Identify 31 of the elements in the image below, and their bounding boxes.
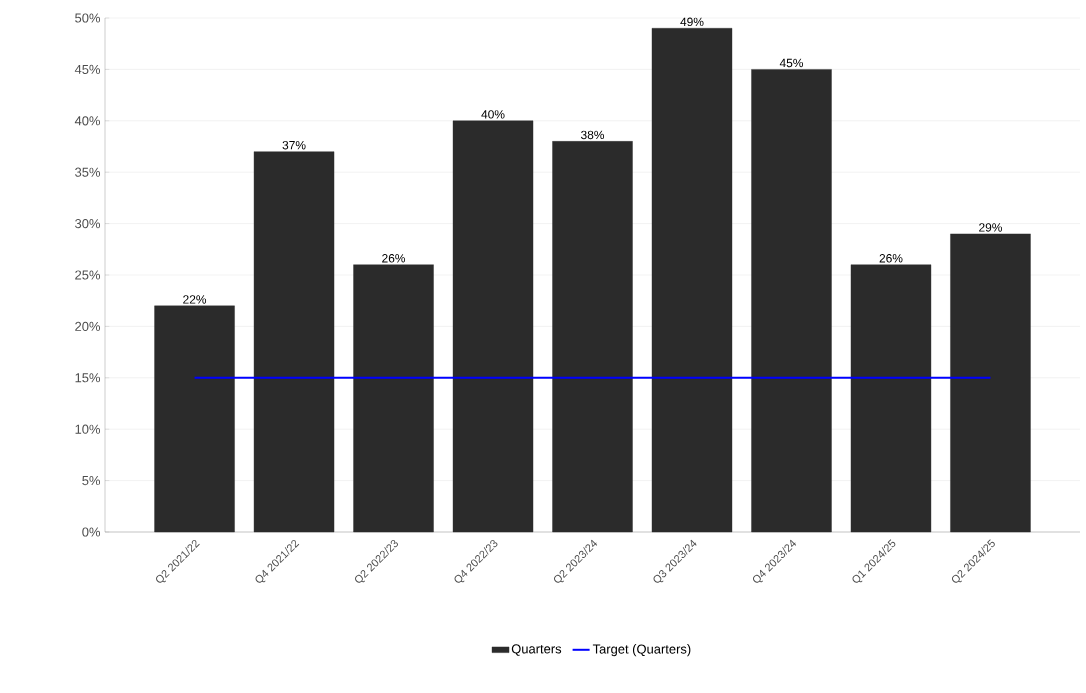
data-label: 38% — [580, 130, 605, 140]
y-tick-label: 45% — [74, 64, 101, 74]
data-label: 22% — [183, 295, 207, 304]
data-label: 26% — [879, 254, 903, 263]
y-tick-label: 50% — [75, 13, 101, 23]
bar — [850, 264, 932, 533]
y-tick-label: 20% — [75, 321, 101, 331]
legend-label: Quarters — [511, 644, 562, 656]
bar — [950, 233, 1031, 533]
y-tick-label: 10% — [75, 424, 101, 434]
bar — [353, 264, 434, 533]
data-label: 37% — [282, 140, 306, 150]
data-label: 29% — [979, 223, 1002, 232]
bar — [552, 141, 633, 533]
y-tick-label: 25% — [75, 270, 101, 280]
y-tick-label: 40% — [74, 116, 101, 126]
y-tick-label: 15% — [75, 373, 101, 383]
bar — [452, 120, 534, 533]
data-label: 49% — [680, 17, 704, 27]
data-label: 26% — [382, 254, 406, 263]
legend-label: Target (Quarters) — [592, 644, 691, 657]
bar — [154, 305, 235, 533]
bar — [651, 28, 733, 533]
y-tick-label: 30% — [75, 219, 101, 229]
bar — [253, 151, 335, 533]
y-tick-label: 35% — [75, 167, 101, 177]
bar — [751, 69, 832, 533]
data-label: 45% — [779, 58, 804, 68]
y-tick-label: 0% — [82, 527, 101, 537]
y-tick-label: 5% — [82, 476, 101, 486]
data-label: 40% — [481, 110, 505, 119]
